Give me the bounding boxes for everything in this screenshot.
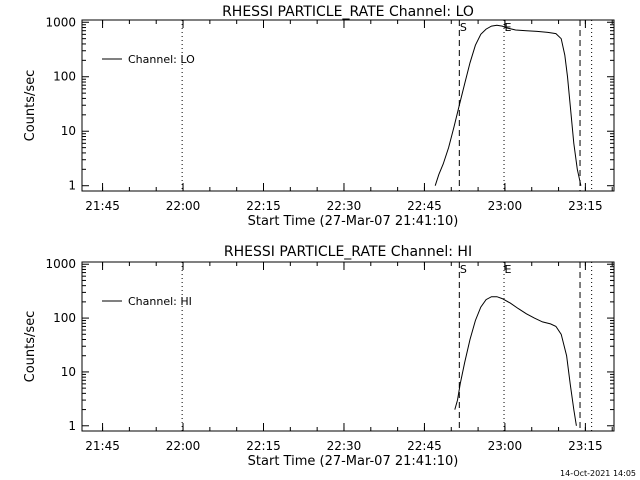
x-tick-label: 22:15: [246, 439, 281, 453]
chart-title: RHESSI PARTICLE_RATE Channel: LO: [222, 4, 474, 20]
x-tick-label: 21:45: [85, 439, 120, 453]
x-tick-label: 23:15: [568, 199, 603, 213]
legend-label: Channel: LO: [128, 53, 195, 66]
x-axis-label: Start Time (27-Mar-07 21:41:10): [248, 214, 459, 229]
x-tick-label: 23:15: [568, 439, 603, 453]
x-tick-label: 22:00: [166, 199, 201, 213]
x-axis-label: Start Time (27-Mar-07 21:41:10): [248, 454, 459, 469]
y-tick-label: 100: [53, 311, 76, 325]
footer-date: 14-Oct-2021 14:05: [560, 469, 636, 478]
chart-title: RHESSI PARTICLE_RATE Channel: HI: [224, 244, 472, 260]
y-tick-label: 10: [61, 365, 76, 379]
x-tick-label: 22:45: [407, 439, 442, 453]
y-tick-label: 100: [53, 70, 76, 84]
series-line: [454, 296, 577, 426]
x-tick-label: 22:30: [327, 439, 362, 453]
annotation-label: S: [460, 21, 467, 34]
y-tick-label: 1000: [45, 15, 76, 29]
y-axis-label: Counts/sec: [23, 311, 38, 383]
x-tick-label: 23:00: [488, 439, 523, 453]
plot-frame: [81, 261, 615, 432]
y-axis-label: Counts/sec: [23, 70, 38, 142]
series-line: [434, 24, 582, 186]
x-tick-label: 23:00: [488, 199, 523, 213]
x-tick-label: 22:30: [327, 199, 362, 213]
y-tick-label: 1: [68, 419, 76, 433]
x-tick-label: 22:45: [407, 199, 442, 213]
y-tick-label: 1: [68, 179, 76, 193]
annotation-label: E: [505, 263, 512, 276]
x-tick-label: 22:00: [166, 439, 201, 453]
annotation-label: E: [505, 21, 512, 34]
y-tick-label: 1000: [45, 257, 76, 271]
chart-panel-hi: RHESSI PARTICLE_RATE Channel: HI 1 10 100 10…: [23, 244, 615, 469]
x-tick-label: 21:45: [85, 199, 120, 213]
chart-panel-lo: RHESSI PARTICLE_RATE Channel: LO 1 10 100 10…: [23, 4, 615, 229]
annotation-label: S: [460, 263, 467, 276]
y-tick-label: 10: [61, 124, 76, 138]
x-tick-label: 22:15: [246, 199, 281, 213]
legend-label: Channel: HI: [128, 295, 192, 308]
plot-frame: [81, 19, 615, 192]
